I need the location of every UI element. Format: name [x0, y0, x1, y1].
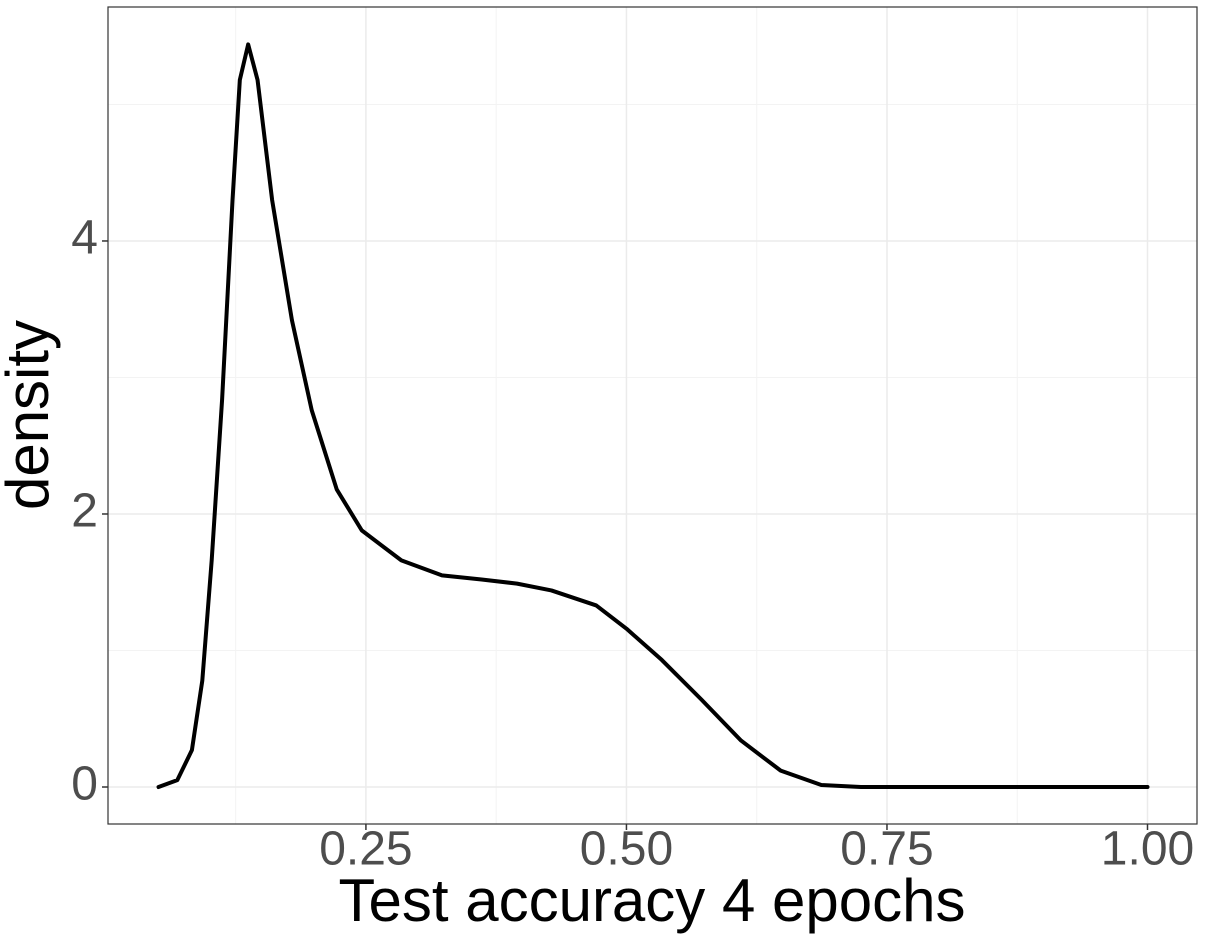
y-tick-label: 0 — [71, 758, 98, 811]
y-tick-label: 2 — [71, 485, 98, 538]
x-tick-label: 1.00 — [1101, 823, 1194, 876]
y-axis-title: density — [0, 320, 61, 510]
x-tick-label: 0.50 — [580, 823, 673, 876]
x-tick-label: 0.75 — [840, 823, 933, 876]
plot-border — [107, 6, 1198, 825]
y-tick-label: 4 — [71, 212, 98, 265]
x-axis-title: Test accuracy 4 epochs — [339, 867, 966, 934]
x-tick-label: 0.25 — [319, 823, 412, 876]
density-line — [156, 42, 1150, 790]
